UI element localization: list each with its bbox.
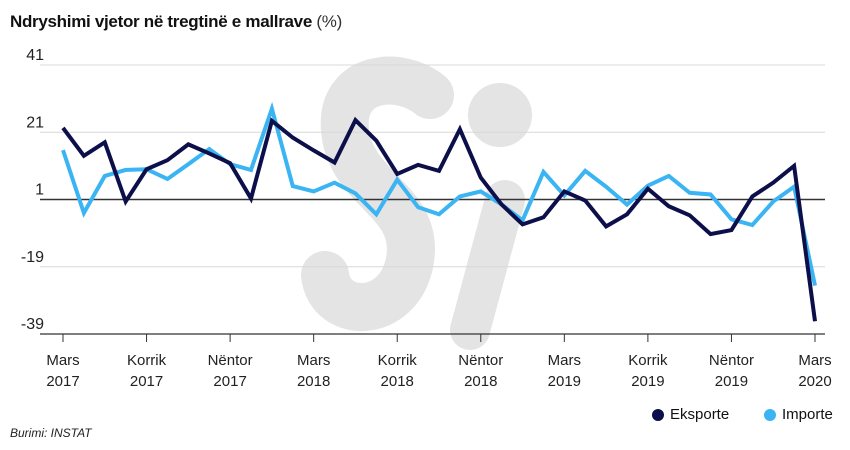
x-tick-label: 2019 bbox=[548, 373, 581, 390]
x-tick-label: Mars bbox=[548, 352, 581, 369]
watermark-s-shape bbox=[301, 56, 454, 331]
watermark-i-dot bbox=[468, 83, 532, 147]
title-text: Ndryshimi vjetor në tregtinë e mallrave bbox=[10, 12, 312, 31]
x-tick-label: Nëntor bbox=[458, 352, 503, 369]
legend-item-eksporte: Eksporte bbox=[652, 406, 729, 423]
y-tick-label: -39 bbox=[21, 316, 44, 333]
x-tick-label: Mars bbox=[297, 352, 330, 369]
legend-label: Importe bbox=[782, 406, 833, 423]
x-tick-label: 2018 bbox=[464, 373, 497, 390]
x-tick-label: Mars bbox=[46, 352, 79, 369]
x-tick-label: Korrik bbox=[127, 352, 167, 369]
legend-item-importe: Importe bbox=[764, 406, 833, 423]
y-tick-label: 21 bbox=[26, 114, 44, 131]
legend-dot bbox=[764, 408, 776, 421]
y-tick-label: 41 bbox=[26, 47, 44, 64]
x-tick-label: 2019 bbox=[631, 373, 664, 390]
x-tick-label: Korrik bbox=[628, 352, 668, 369]
series-line-eksporte bbox=[61, 116, 817, 322]
x-tick-label: 2018 bbox=[381, 373, 414, 390]
legend-label: Eksporte bbox=[670, 406, 730, 423]
x-tick-label: Nëntor bbox=[208, 352, 253, 369]
title-unit: (%) bbox=[316, 12, 342, 31]
watermark-i-stem bbox=[450, 180, 525, 350]
x-tick-label: 2019 bbox=[715, 373, 748, 390]
source-note: Burimi: INSTAT bbox=[10, 426, 92, 440]
y-tick-label: -19 bbox=[21, 249, 44, 266]
x-tick-label: 2020 bbox=[798, 373, 831, 390]
x-tick-label: 2017 bbox=[46, 373, 79, 390]
x-tick-label: 2018 bbox=[297, 373, 330, 390]
chart-title: Ndryshimi vjetor në tregtinë e mallrave … bbox=[10, 12, 342, 32]
legend-dot bbox=[652, 408, 664, 421]
series-line-importe bbox=[61, 101, 817, 286]
x-tick-label: Korrik bbox=[378, 352, 418, 369]
x-tick-label: Mars bbox=[798, 352, 831, 369]
x-tick-label: 2017 bbox=[213, 373, 246, 390]
y-tick-label: 1 bbox=[35, 182, 44, 199]
x-tick-label: 2017 bbox=[130, 373, 163, 390]
x-tick-label: Nëntor bbox=[709, 352, 754, 369]
